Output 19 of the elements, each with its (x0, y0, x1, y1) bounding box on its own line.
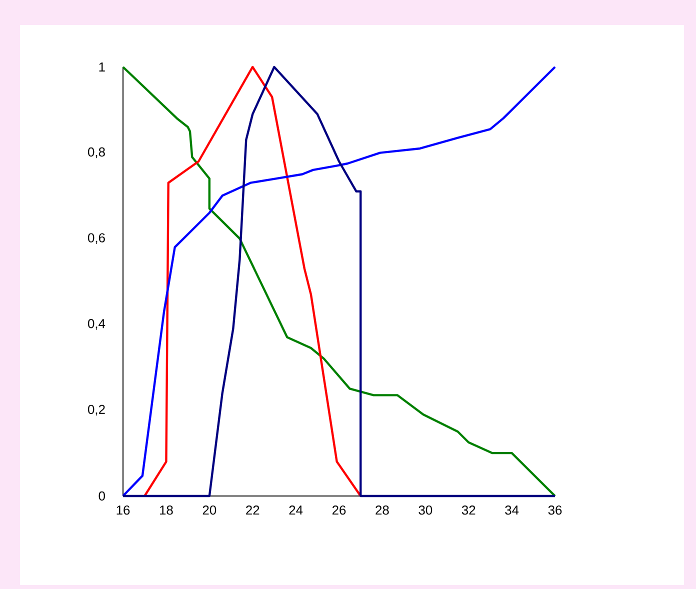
y-tick-label: 0 (98, 491, 105, 501)
x-tick-label: 34 (505, 506, 519, 515)
x-tick-label: 32 (462, 506, 476, 515)
y-tick-label: 0,6 (88, 233, 105, 244)
x-tick-label: 24 (289, 506, 303, 515)
y-tick-label: 0,8 (88, 147, 105, 158)
y-tick-label: 1 (99, 62, 105, 72)
line-series (144, 66, 362, 498)
x-tick-label: 18 (160, 506, 173, 515)
x-tick-label: 26 (332, 506, 346, 515)
x-tick-label: 20 (202, 506, 216, 515)
x-tick-label: 28 (376, 506, 389, 515)
x-tick-label: 30 (418, 506, 432, 515)
line-series (122, 66, 556, 498)
x-tick-label: 22 (246, 506, 260, 515)
y-tick-label: 0,2 (88, 404, 105, 416)
x-tick-label: 36 (548, 506, 562, 515)
y-tick-label: 0,4 (88, 319, 106, 330)
x-tick-label: 16 (116, 506, 130, 515)
